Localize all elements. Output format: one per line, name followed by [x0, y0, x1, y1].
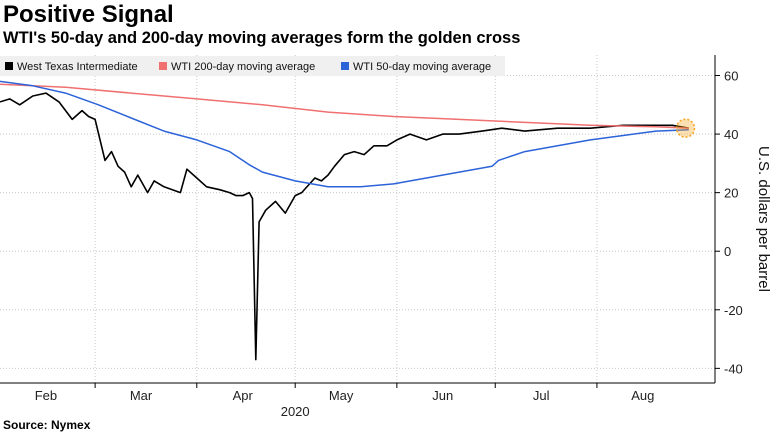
- series-line-2: [0, 80, 689, 188]
- legend-label-2: WTI 50-day moving average: [353, 61, 491, 73]
- x-tick-label: May: [329, 388, 354, 403]
- legend-label-1: WTI 200-day moving average: [171, 61, 315, 73]
- y-tick-label: 20: [724, 186, 738, 201]
- axes: -40 -20 0 20 40 60 Feb Mar Apr May Jun Jul Aug 2020 U.…: [0, 55, 772, 419]
- y-tick-label: -20: [724, 303, 743, 318]
- series-lines: [0, 80, 696, 361]
- legend-label-0: West Texas Intermediate: [17, 61, 138, 73]
- chart-subtitle: WTI's 50-day and 200-day moving averages…: [3, 29, 521, 47]
- source-note: Source: Nymex: [3, 418, 91, 432]
- y-tick-label: 40: [724, 127, 738, 142]
- year-label: 2020: [281, 404, 310, 419]
- y-tick-label: -40: [724, 361, 743, 376]
- x-tick-label: Feb: [35, 388, 57, 403]
- golden-cross-marker: [675, 118, 696, 138]
- chart-title: Positive Signal: [3, 1, 174, 28]
- y-tick-label: 0: [724, 244, 731, 259]
- y-axis-label: U.S. dollars per barrel: [755, 146, 772, 292]
- legend-background: [0, 56, 505, 76]
- series-line-0: [0, 92, 689, 361]
- legend: West Texas Intermediate WTI 200-day movin…: [0, 56, 505, 76]
- x-tick-label: Jul: [533, 388, 550, 403]
- x-tick-label: Apr: [233, 388, 254, 403]
- y-tick-label: 60: [724, 69, 738, 84]
- legend-swatch-2: [341, 62, 349, 70]
- x-tick-label: Aug: [631, 388, 654, 403]
- legend-swatch-1: [159, 62, 167, 70]
- x-tick-label: Jun: [432, 388, 453, 403]
- series-line-1: [0, 83, 689, 129]
- x-tick-label: Mar: [130, 388, 153, 403]
- legend-swatch-0: [5, 62, 13, 70]
- grid-lines: [0, 55, 715, 383]
